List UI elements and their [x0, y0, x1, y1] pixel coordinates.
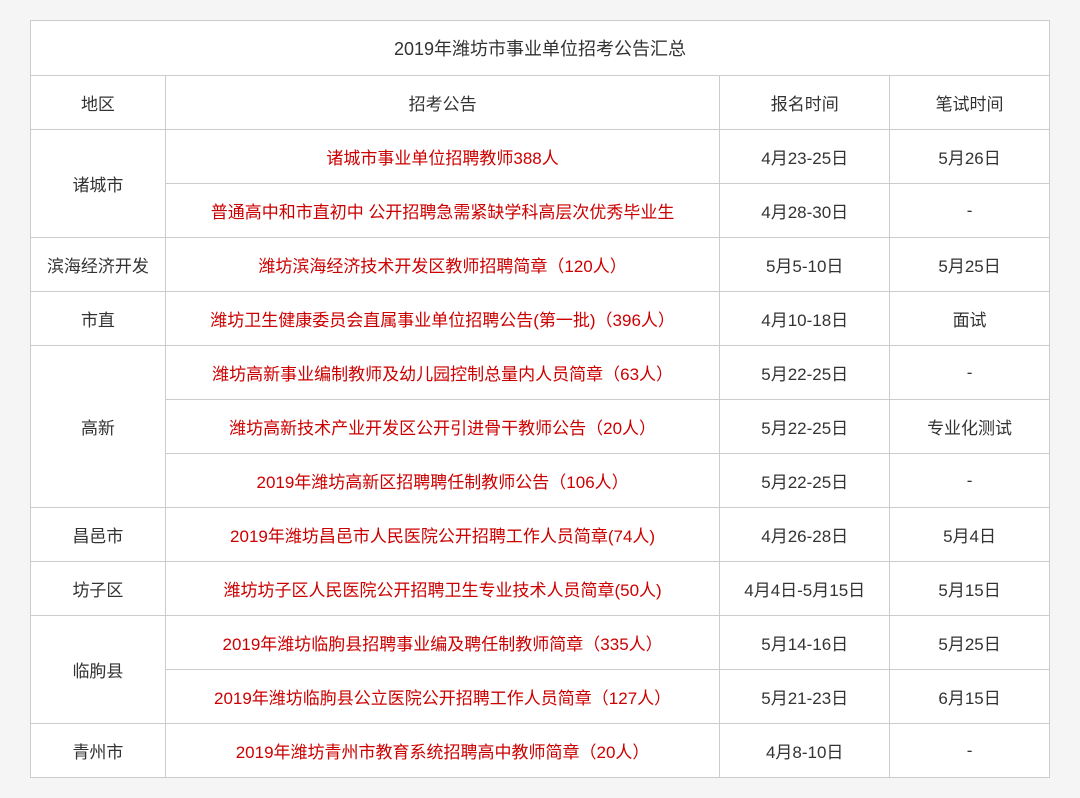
cell-announcement: 诸城市事业单位招聘教师388人 — [165, 130, 719, 184]
table-row: 2019年潍坊临朐县公立医院公开招聘工作人员简章（127人） 5月21-23日6月… — [31, 670, 1050, 724]
table-row: 诸城市诸城市事业单位招聘教师388人4月23-25日5月26日 — [31, 130, 1050, 184]
cell-exam-time: - — [890, 346, 1050, 400]
cell-signup-time: 5月22-25日 — [720, 346, 890, 400]
table-container: 2019年潍坊市事业单位招考公告汇总 地区 招考公告 报名时间 笔试时间 诸城市… — [30, 20, 1050, 778]
cell-announcement: 潍坊高新技术产业开发区公开引进骨干教师公告（20人） — [165, 400, 719, 454]
cell-signup-time: 4月23-25日 — [720, 130, 890, 184]
cell-region: 昌邑市 — [31, 508, 166, 562]
header-region: 地区 — [31, 76, 166, 130]
cell-announcement: 2019年潍坊昌邑市人民医院公开招聘工作人员简章(74人) — [165, 508, 719, 562]
cell-region: 临朐县 — [31, 616, 166, 724]
header-announcement: 招考公告 — [165, 76, 719, 130]
cell-exam-time: 5月15日 — [890, 562, 1050, 616]
cell-exam-time: 5月25日 — [890, 616, 1050, 670]
announcement-link[interactable]: 潍坊滨海经济技术开发区教师招聘简章（120人） — [258, 257, 626, 276]
cell-signup-time: 4月8-10日 — [720, 724, 890, 778]
table-body: 诸城市诸城市事业单位招聘教师388人4月23-25日5月26日普通高中和市直初中… — [31, 130, 1050, 778]
cell-announcement: 潍坊卫生健康委员会直属事业单位招聘公告(第一批)（396人） — [165, 292, 719, 346]
cell-region: 高新 — [31, 346, 166, 508]
announcement-link[interactable]: 潍坊坊子区人民医院公开招聘卫生专业技术人员简章(50人) — [223, 581, 661, 600]
cell-announcement: 潍坊坊子区人民医院公开招聘卫生专业技术人员简章(50人) — [165, 562, 719, 616]
announcement-link[interactable]: 诸城市事业单位招聘教师388人 — [326, 149, 558, 168]
cell-signup-time: 4月28-30日 — [720, 184, 890, 238]
header-row: 地区 招考公告 报名时间 笔试时间 — [31, 76, 1050, 130]
header-exam-time: 笔试时间 — [890, 76, 1050, 130]
cell-region: 诸城市 — [31, 130, 166, 238]
cell-signup-time: 4月4日-5月15日 — [720, 562, 890, 616]
table-row: 青州市 2019年潍坊青州市教育系统招聘高中教师简章（20人） 4月8-10日- — [31, 724, 1050, 778]
table-row: 潍坊高新技术产业开发区公开引进骨干教师公告（20人） 5月22-25日专业化测试 — [31, 400, 1050, 454]
table-row: 市直 潍坊卫生健康委员会直属事业单位招聘公告(第一批)（396人） 4月10-18日… — [31, 292, 1050, 346]
cell-exam-time: 面试 — [890, 292, 1050, 346]
cell-signup-time: 4月10-18日 — [720, 292, 890, 346]
cell-announcement: 潍坊滨海经济技术开发区教师招聘简章（120人） — [165, 238, 719, 292]
cell-announcement: 普通高中和市直初中 公开招聘急需紧缺学科高层次优秀毕业生 — [165, 184, 719, 238]
table-row: 普通高中和市直初中 公开招聘急需紧缺学科高层次优秀毕业生 4月28-30日- — [31, 184, 1050, 238]
cell-region: 滨海经济开发 — [31, 238, 166, 292]
cell-signup-time: 4月26-28日 — [720, 508, 890, 562]
cell-signup-time: 5月5-10日 — [720, 238, 890, 292]
title-row: 2019年潍坊市事业单位招考公告汇总 — [31, 21, 1050, 76]
cell-exam-time: 6月15日 — [890, 670, 1050, 724]
cell-signup-time: 5月14-16日 — [720, 616, 890, 670]
cell-announcement: 2019年潍坊临朐县招聘事业编及聘任制教师简章（335人） — [165, 616, 719, 670]
cell-region: 青州市 — [31, 724, 166, 778]
table-title: 2019年潍坊市事业单位招考公告汇总 — [31, 21, 1050, 76]
cell-region: 坊子区 — [31, 562, 166, 616]
cell-announcement: 2019年潍坊青州市教育系统招聘高中教师简章（20人） — [165, 724, 719, 778]
cell-announcement: 2019年潍坊临朐县公立医院公开招聘工作人员简章（127人） — [165, 670, 719, 724]
table-row: 2019年潍坊高新区招聘聘任制教师公告（106人） 5月22-25日- — [31, 454, 1050, 508]
table-row: 滨海经济开发 潍坊滨海经济技术开发区教师招聘简章（120人） 5月5-10日5月25… — [31, 238, 1050, 292]
table-row: 高新潍坊高新事业编制教师及幼儿园控制总量内人员简章（63人）5月22-25日- — [31, 346, 1050, 400]
table-row: 临朐县2019年潍坊临朐县招聘事业编及聘任制教师简章（335人）5月14-16日… — [31, 616, 1050, 670]
announcement-link[interactable]: 2019年潍坊临朐县招聘事业编及聘任制教师简章（335人） — [222, 635, 662, 654]
cell-exam-time: 5月26日 — [890, 130, 1050, 184]
cell-signup-time: 5月22-25日 — [720, 454, 890, 508]
cell-announcement: 2019年潍坊高新区招聘聘任制教师公告（106人） — [165, 454, 719, 508]
announcement-link[interactable]: 2019年潍坊昌邑市人民医院公开招聘工作人员简章(74人) — [230, 527, 655, 546]
cell-exam-time: 5月4日 — [890, 508, 1050, 562]
announcement-link[interactable]: 潍坊高新技术产业开发区公开引进骨干教师公告（20人） — [229, 419, 656, 438]
announcement-link[interactable]: 2019年潍坊青州市教育系统招聘高中教师简章（20人） — [236, 743, 650, 762]
cell-region: 市直 — [31, 292, 166, 346]
announcement-table: 2019年潍坊市事业单位招考公告汇总 地区 招考公告 报名时间 笔试时间 诸城市… — [30, 20, 1050, 778]
cell-exam-time: 专业化测试 — [890, 400, 1050, 454]
cell-exam-time: - — [890, 724, 1050, 778]
table-row: 昌邑市 2019年潍坊昌邑市人民医院公开招聘工作人员简章(74人) 4月26-28日… — [31, 508, 1050, 562]
announcement-link[interactable]: 潍坊高新事业编制教师及幼儿园控制总量内人员简章（63人） — [212, 365, 673, 384]
cell-announcement: 潍坊高新事业编制教师及幼儿园控制总量内人员简章（63人） — [165, 346, 719, 400]
cell-exam-time: - — [890, 184, 1050, 238]
cell-signup-time: 5月22-25日 — [720, 400, 890, 454]
announcement-link[interactable]: 潍坊卫生健康委员会直属事业单位招聘公告(第一批)（396人） — [210, 311, 675, 330]
announcement-link[interactable]: 2019年潍坊临朐县公立医院公开招聘工作人员简章（127人） — [214, 689, 671, 708]
cell-signup-time: 5月21-23日 — [720, 670, 890, 724]
announcement-link[interactable]: 普通高中和市直初中 公开招聘急需紧缺学科高层次优秀毕业生 — [211, 203, 675, 222]
cell-exam-time: 5月25日 — [890, 238, 1050, 292]
header-signup-time: 报名时间 — [720, 76, 890, 130]
cell-exam-time: - — [890, 454, 1050, 508]
announcement-link[interactable]: 2019年潍坊高新区招聘聘任制教师公告（106人） — [256, 473, 628, 492]
table-row: 坊子区 潍坊坊子区人民医院公开招聘卫生专业技术人员简章(50人) 4月4日-5月15… — [31, 562, 1050, 616]
